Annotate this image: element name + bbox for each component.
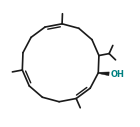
Text: OH: OH: [110, 70, 124, 79]
Polygon shape: [98, 72, 109, 76]
